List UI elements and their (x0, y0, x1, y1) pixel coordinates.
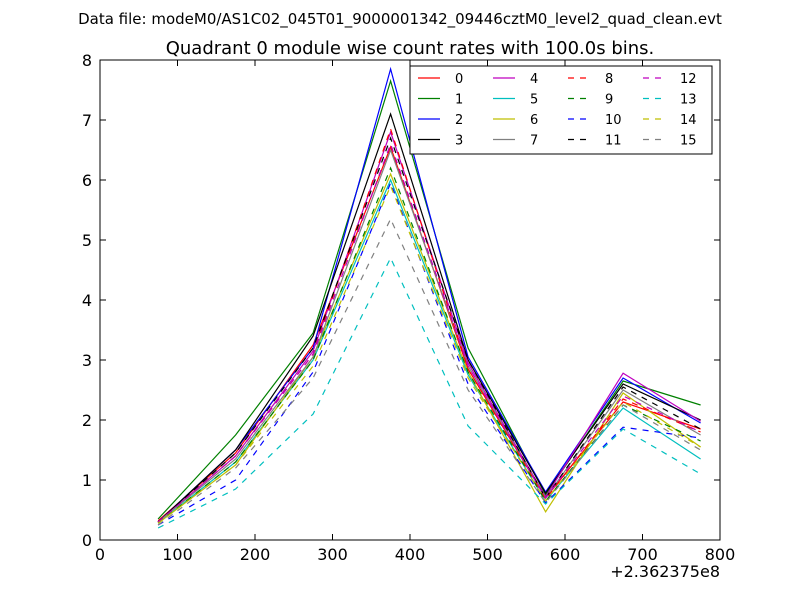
x-offset-label: +2.362375e8 (610, 562, 720, 581)
x-tick-label: 600 (550, 545, 581, 564)
y-tick-label: 1 (82, 471, 92, 490)
y-tick-label: 5 (82, 231, 92, 250)
x-tick-label: 400 (395, 545, 426, 564)
legend-label-8: 8 (605, 72, 613, 87)
y-tick-label: 6 (82, 171, 92, 190)
series-line-10 (157, 181, 701, 526)
legend-label-14: 14 (680, 113, 697, 128)
x-tick-label: 300 (317, 545, 348, 564)
legend-label-4: 4 (530, 72, 538, 87)
x-tick-label: 200 (240, 545, 271, 564)
series-lines (157, 66, 701, 529)
x-tick-label: 0 (95, 545, 105, 564)
legend-label-7: 7 (530, 134, 538, 149)
series-line-2 (157, 66, 701, 523)
series-line-15 (157, 217, 701, 526)
legend-label-10: 10 (605, 113, 622, 128)
y-tick-label: 0 (82, 531, 92, 550)
plot-border (99, 59, 721, 541)
legend-label-9: 9 (605, 93, 613, 108)
x-tick-label: 700 (627, 545, 658, 564)
legend-label-11: 11 (605, 134, 622, 149)
legend-label-12: 12 (680, 72, 697, 87)
chart-suptitle: Data file: modeM0/AS1C02_045T01_90000013… (78, 10, 722, 29)
x-tick-label: 100 (162, 545, 193, 564)
y-tick-label: 8 (82, 51, 92, 70)
legend-label-6: 6 (530, 113, 538, 128)
legend-label-13: 13 (680, 93, 697, 108)
legend-box (409, 65, 713, 155)
legend-label-15: 15 (680, 134, 697, 149)
legend-label-0: 0 (455, 72, 463, 87)
y-tick-label: 7 (82, 111, 92, 130)
series-line-11 (157, 136, 701, 523)
legend-label-3: 3 (455, 134, 463, 149)
x-tick-label: 500 (472, 545, 503, 564)
legend-label-5: 5 (530, 93, 538, 108)
y-tick-label: 2 (82, 411, 92, 430)
legend-label-2: 2 (455, 113, 463, 128)
series-line-7 (157, 148, 701, 523)
series-line-13 (157, 256, 701, 529)
series-line-12 (157, 142, 701, 523)
y-tick-label: 3 (82, 351, 92, 370)
x-tick-label: 800 (705, 545, 736, 564)
legend-label-1: 1 (455, 93, 463, 108)
y-tick-label: 4 (82, 291, 92, 310)
series-line-3 (157, 112, 701, 523)
chart-title: Quadrant 0 module wise count rates with … (166, 38, 655, 59)
